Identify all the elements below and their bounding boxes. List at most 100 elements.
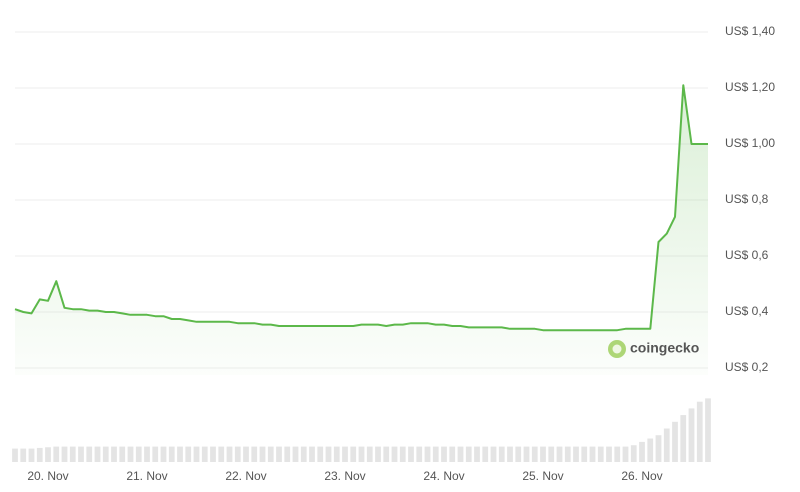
volume-bar xyxy=(86,446,93,462)
volume-bar xyxy=(325,446,332,462)
price-line xyxy=(14,84,708,332)
volume-bar xyxy=(267,446,274,462)
volume-bar xyxy=(358,446,365,462)
x-tick-label: 21. Nov xyxy=(126,469,167,483)
y-tick-label: US$ 1,20 xyxy=(725,80,775,94)
volume-bar xyxy=(548,446,555,462)
volume-bar xyxy=(350,446,357,462)
volume-bar xyxy=(449,446,456,462)
volume-bar xyxy=(556,446,563,462)
volume-bar xyxy=(663,428,670,462)
volume-bar xyxy=(317,446,324,462)
y-tick-label: US$ 0,8 xyxy=(725,192,769,206)
volume-bar xyxy=(53,446,60,462)
volume-bar xyxy=(630,445,637,462)
y-tick-label: US$ 0,6 xyxy=(725,248,769,262)
volume-bar xyxy=(78,446,84,462)
y-tick-label: US$ 1,40 xyxy=(725,24,775,38)
volume-bar xyxy=(441,446,447,462)
volume-bar xyxy=(366,446,373,462)
volume-bar xyxy=(498,446,505,462)
volume-bar xyxy=(589,446,596,462)
volume-bar xyxy=(284,446,291,462)
volume-bar xyxy=(177,446,183,462)
volume-bar xyxy=(639,441,645,462)
watermark: coingecko xyxy=(608,340,699,358)
volume-bar xyxy=(490,446,497,462)
volume-bar xyxy=(45,447,51,462)
volume-bar xyxy=(243,446,249,462)
volume-bar xyxy=(540,446,546,462)
volume-bar xyxy=(597,446,604,462)
x-tick-label: 26. Nov xyxy=(621,469,662,483)
area xyxy=(15,85,708,375)
volume-bar xyxy=(408,446,414,462)
volume-bar xyxy=(424,446,431,462)
volume-bar xyxy=(259,446,266,462)
volume-bar xyxy=(201,446,208,462)
volume-bar xyxy=(383,446,390,462)
volume-bar xyxy=(507,446,513,462)
volume-bar xyxy=(210,446,216,462)
volume-bar xyxy=(193,446,200,462)
volume-bar xyxy=(36,447,43,462)
y-tick-label: US$ 1,00 xyxy=(725,136,775,150)
y-tick-label: US$ 0,2 xyxy=(725,360,769,374)
volume-bar xyxy=(515,446,522,462)
volume-bar xyxy=(655,435,662,462)
watermark-text: coingecko xyxy=(630,340,699,356)
x-tick-label: 23. Nov xyxy=(324,469,365,483)
volume-bar xyxy=(152,446,159,462)
volume-bar xyxy=(69,446,76,462)
volume-bar xyxy=(160,446,167,462)
volume-bar xyxy=(573,446,579,462)
volume-bar xyxy=(680,415,687,462)
volume-bar xyxy=(696,401,703,462)
volume-bar xyxy=(28,448,35,462)
volume-bar xyxy=(375,446,381,462)
volume-bar xyxy=(482,446,489,462)
volume-bar xyxy=(276,446,282,462)
volume-bar xyxy=(127,446,134,462)
volume-bar xyxy=(474,446,480,462)
volume-bar xyxy=(61,446,68,462)
x-tick-label: 22. Nov xyxy=(225,469,266,483)
volume-bar xyxy=(20,448,27,462)
volume-bar xyxy=(432,446,439,462)
volume-bar xyxy=(218,446,225,462)
volume-bar xyxy=(523,446,530,462)
volume-bar xyxy=(309,446,315,462)
volume-bar xyxy=(399,446,406,462)
volume-bar xyxy=(12,448,18,462)
grid xyxy=(15,31,708,369)
volume-bar xyxy=(292,446,299,462)
volume-bar xyxy=(581,446,588,462)
volume-bar xyxy=(457,446,464,462)
x-tick-label: 20. Nov xyxy=(27,469,68,483)
volume-bar xyxy=(234,446,241,462)
volume-bar xyxy=(647,438,654,462)
volume-bar xyxy=(94,446,101,462)
volume-bar xyxy=(168,446,175,462)
volume-bar xyxy=(111,446,117,462)
volume-bar xyxy=(391,446,398,462)
volume-bar xyxy=(144,446,150,462)
volume-bar xyxy=(135,446,142,462)
volume-bar xyxy=(614,446,621,462)
volume-bar xyxy=(300,446,307,462)
volume-bar xyxy=(531,446,538,462)
y-tick-label: US$ 0,4 xyxy=(725,304,769,318)
volume-bar xyxy=(564,446,571,462)
volume-bar xyxy=(185,446,192,462)
volume-bar xyxy=(606,446,612,462)
x-tick-label: 25. Nov xyxy=(522,469,563,483)
volume-bar xyxy=(688,408,695,462)
volume-bar xyxy=(119,446,126,462)
volume-bar xyxy=(416,446,423,462)
volume-bar xyxy=(251,446,258,462)
volume-bar xyxy=(672,421,678,462)
volume-bar xyxy=(622,446,629,462)
volume-bar xyxy=(102,446,109,462)
volume-bar xyxy=(465,446,472,462)
